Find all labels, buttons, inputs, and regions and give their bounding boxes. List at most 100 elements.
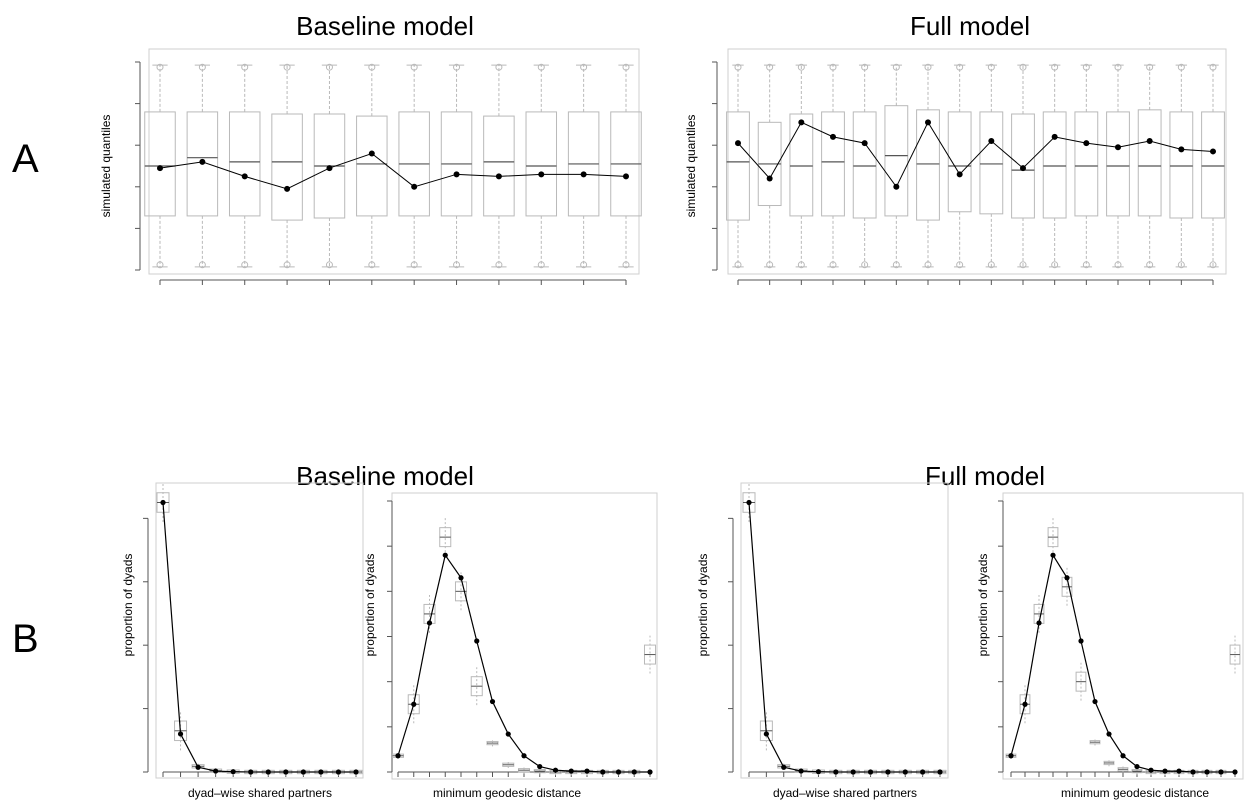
b-full-gd-observed-point <box>1190 769 1196 775</box>
undefined-observed-point <box>925 119 931 126</box>
undefined-outlier <box>537 261 545 269</box>
chart-a-baseline-ylabel: simulated quantiles <box>99 115 113 218</box>
undefined-outlier <box>453 63 461 71</box>
b-full-gd-observed-point <box>1148 767 1154 773</box>
undefined-outlier <box>734 261 742 269</box>
chart-a-full-title: Full model <box>910 11 1030 41</box>
b-base-sp-observed-point <box>230 769 236 775</box>
undefined-outlier <box>325 63 333 71</box>
undefined-box <box>852 111 877 219</box>
b-full-sp-observed-point <box>902 769 908 775</box>
b-base-gd-observed-point <box>631 769 637 775</box>
undefined-outlier <box>892 63 900 71</box>
b-full-sp-observed-point <box>867 769 874 775</box>
undefined-observed-point <box>988 138 995 145</box>
undefined-box <box>525 111 558 217</box>
undefined-box <box>884 105 909 217</box>
undefined-observed-point <box>157 165 163 172</box>
undefined-outlier <box>495 63 503 71</box>
undefined-plot-frame <box>148 48 640 275</box>
undefined-outlier <box>1177 261 1185 269</box>
undefined-outlier <box>1082 63 1090 71</box>
undefined-box <box>1042 111 1067 219</box>
b-base-sp-observed-line <box>162 502 356 773</box>
b-full-sp-observed-point <box>746 499 752 506</box>
b-full-sp-observed-point <box>798 768 804 774</box>
chart-a-baseline: Baseline model simulated quantiles <box>99 11 642 285</box>
undefined-outlier <box>368 261 376 269</box>
undefined-box <box>271 113 303 221</box>
b-full-gd-observed-point <box>1092 698 1098 705</box>
chart-b-full-title: Full model <box>925 461 1045 491</box>
chart-b-baseline-sp-xlabel: dyad–wise shared partners <box>188 786 332 800</box>
b-full-gd-observed-point <box>1064 575 1070 581</box>
undefined-outlier <box>156 63 164 71</box>
undefined-outlier <box>283 261 291 269</box>
b-full-sp-observed-point <box>920 769 926 775</box>
undefined-observed-point <box>368 150 375 157</box>
chart-b-full-gd-xlabel: minimum geodesic distance <box>1061 786 1209 800</box>
undefined-observed-line <box>737 121 1214 188</box>
undefined-outlier <box>241 261 249 269</box>
b-base-gd-observed-point <box>647 769 653 775</box>
undefined-observed-point <box>538 171 545 178</box>
b-base-sp-observed-point <box>177 731 184 737</box>
b-base-sp-observed-point <box>265 769 271 775</box>
b-base-gd-observed-line <box>397 553 650 773</box>
undefined-outlier <box>1209 261 1217 269</box>
b-base-sp-observed-point <box>213 768 219 774</box>
b-base-sp-observed-point <box>353 769 359 775</box>
undefined-box <box>821 111 845 217</box>
undefined-outlier <box>766 63 774 71</box>
b-full-gd-observed-point <box>1022 701 1028 707</box>
b-base-gd-observed-point <box>426 620 433 626</box>
b-full-gd-observed-line <box>1010 553 1235 773</box>
chart-b-full-gd-ylabel: proportion of dyads <box>976 554 990 657</box>
chart-b-full-sp-xlabel: dyad–wise shared partners <box>773 786 917 800</box>
undefined-outlier <box>495 261 503 269</box>
chart-b-baseline-shared-partners: proportion of dyads dyad–wise shared par… <box>121 482 364 800</box>
b-full-gd-observed-point <box>1008 753 1014 759</box>
undefined-observed-point <box>199 158 206 165</box>
b-base-gd-plot-frame <box>391 492 658 780</box>
b-base-gd-observed-point <box>505 731 511 737</box>
chart-b-baseline-gd-xlabel: minimum geodesic distance <box>433 786 581 800</box>
undefined-outlier <box>1177 63 1185 71</box>
undefined-observed-point <box>766 175 773 182</box>
undefined-outlier <box>198 63 206 71</box>
b-base-gd-observed-point <box>489 698 496 705</box>
chart-a-full: Full model simulated quantiles <box>684 11 1227 285</box>
undefined-box <box>1169 111 1194 219</box>
undefined-outlier <box>829 261 837 269</box>
chart-b-baseline-geodesic: proportion of dyads minimum geodesic dis… <box>363 492 658 800</box>
b-full-sp-plot-frame <box>740 482 949 779</box>
undefined-outlier <box>1114 63 1122 71</box>
b-base-gd-observed-point <box>568 768 574 774</box>
b-base-sp-observed-point <box>335 769 342 775</box>
chart-b-full-geodesic: proportion of dyads minimum geodesic dis… <box>976 492 1244 800</box>
undefined-outlier <box>829 63 837 71</box>
undefined-outlier <box>1209 63 1217 71</box>
undefined-box <box>1074 111 1099 217</box>
undefined-outlier <box>797 63 805 71</box>
b-full-gd-observed-point <box>1106 731 1112 737</box>
undefined-outlier <box>1019 63 1027 71</box>
undefined-outlier <box>325 261 333 269</box>
undefined-outlier <box>892 261 900 269</box>
b-full-gd-observed-point <box>1134 763 1140 770</box>
undefined-outlier <box>987 261 995 269</box>
b-full-gd-observed-point <box>1218 769 1224 775</box>
undefined-observed-point <box>326 165 333 172</box>
b-full-gd-observed-point <box>1232 769 1238 775</box>
b-base-gd-observed-point <box>474 638 480 644</box>
b-base-sp-observed-point <box>283 769 289 775</box>
b-base-sp-plot-frame <box>155 482 364 779</box>
b-base-gd-observed-point <box>600 769 606 775</box>
undefined-box <box>228 111 261 217</box>
undefined-outlier <box>283 63 291 71</box>
undefined-outlier <box>861 261 869 269</box>
undefined-box <box>916 109 940 221</box>
undefined-outlier <box>987 63 995 71</box>
undefined-observed-point <box>1083 140 1090 147</box>
undefined-outlier <box>734 63 742 71</box>
